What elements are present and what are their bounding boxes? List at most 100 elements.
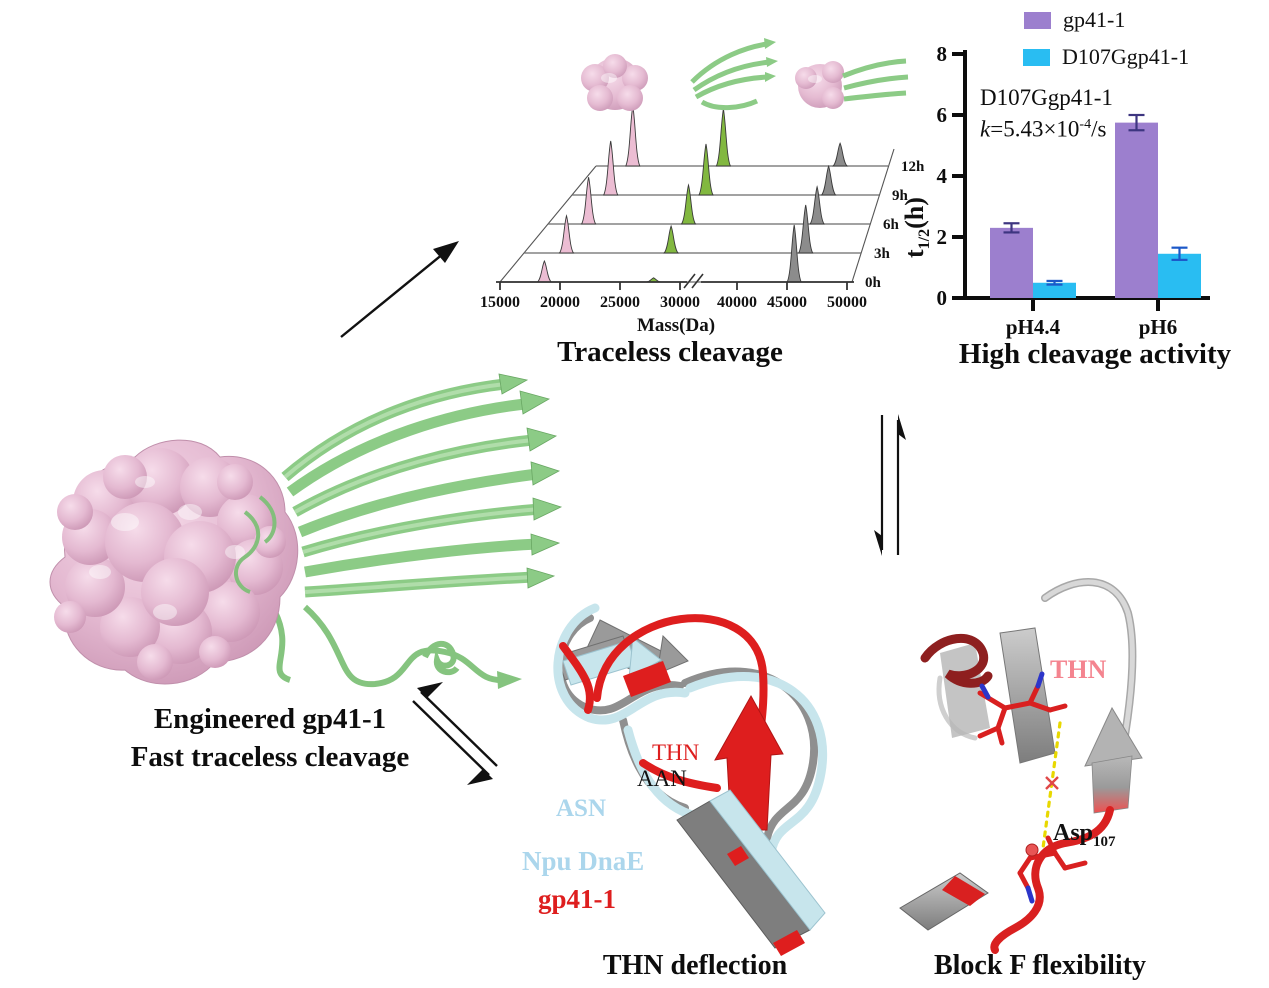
bar-gp41-1-pH6 (1115, 122, 1158, 298)
legend-label-gp41: gp41-1 (1063, 7, 1126, 32)
blue-nitrogen-tips-top (979, 671, 1045, 700)
label-aan: AAN (637, 766, 687, 791)
mass-peak (809, 185, 825, 225)
equilibrium-arrows-vertical-icon (874, 414, 906, 556)
gray-arrow-red-tip (1084, 706, 1143, 814)
mass-peak (602, 140, 619, 196)
arrow-up-right-icon (340, 241, 459, 338)
x-tick-label: 50000 (827, 294, 867, 311)
green-ribbon-mini (690, 41, 771, 110)
green-ribbon-mini (842, 58, 909, 102)
waterfall-plot: 12h 9h 6h 3h 0h 15000 20000 25000 30000 40000 4500… (480, 105, 925, 336)
mass-peak (698, 143, 714, 196)
bar-chart-plot: 0 2 4 6 8 pH4.4 pH6 (937, 42, 1210, 339)
x-tick-label: 30000 (660, 294, 700, 311)
mass-peak (680, 183, 697, 225)
complex-protein-thumbnail (795, 58, 909, 109)
pink-blob-mini (795, 61, 844, 109)
half-life-bar-chart: 0 2 4 6 8 pH4.4 pH6 (937, 42, 1210, 339)
mass-peak (558, 214, 575, 254)
thn-deflection-structure (553, 603, 827, 956)
caption-thn-deflection: THN deflection (602, 950, 788, 981)
y-tick-label: 4 (937, 164, 948, 188)
rate-annotation-line1: D107Ggp41-1 (980, 85, 1113, 110)
time-label: 0h (865, 275, 882, 291)
x-tick-label: 20000 (540, 294, 580, 311)
yellow-dashed-bond (1041, 721, 1062, 850)
label-npu-dnae: Npu DnaE (522, 846, 645, 876)
legend-row-gp41: gp41-1 (1024, 7, 1125, 33)
mass-spectra-waterfall-chart: 12h 9h 6h 3h 0h 15000 20000 25000 30000 40000 4500… (480, 105, 925, 336)
trace-9h: 9h (572, 140, 909, 204)
mass-peak (536, 259, 553, 283)
mass-peak (831, 142, 849, 167)
bar-gp41-1-pH4.4 (990, 227, 1033, 298)
caption-engineered-gp41: Engineered gp41-1 Fast traceless cleavag… (75, 700, 465, 776)
x-tick-label: 15000 (480, 294, 520, 311)
x-tick-label: pH4.4 (1006, 315, 1061, 339)
rate-annotation-line2: k=5.43×10-4/s (980, 116, 1107, 142)
caption-blockf-flexibility: Block F flexibility (933, 950, 1147, 981)
dark-red-helix (920, 633, 993, 688)
y-tick-label: 2 (937, 225, 948, 249)
pink-blob-mini (581, 54, 648, 111)
red-sticks-top (977, 683, 1068, 746)
label-asp107: Asp107 (1053, 820, 1116, 850)
diagonal-beta-ribbon (676, 789, 826, 956)
green-interface-loops (234, 495, 277, 594)
axis-break-icon (691, 273, 704, 289)
pink-protein-thumbnail (581, 54, 648, 111)
caption-engineered-line2: Fast traceless cleavage (130, 741, 410, 773)
bar-D107Ggp41-1-pH4.4 (1033, 282, 1076, 298)
mass-axis: 15000 20000 25000 30000 40000 45000 50000 Mass(… (480, 273, 867, 336)
engineered-gp41-complex-structure (49, 373, 563, 689)
mass-peak (715, 108, 732, 167)
trace-3h: 3h (524, 204, 891, 262)
lightblue-ribbon (553, 603, 827, 858)
legend-label-d107g: D107Ggp41-1 (1062, 44, 1190, 69)
y-axis-title: t1/2(h) (900, 197, 934, 258)
mass-peak (797, 204, 814, 254)
mass-peak (820, 164, 837, 196)
x-axis-title: Mass(Da) (637, 315, 715, 336)
y-tick-label: 0 (937, 286, 948, 310)
x-tick-label: 45000 (767, 294, 807, 311)
pink-surface-protein (49, 439, 299, 685)
axis-break-icon (683, 273, 696, 289)
label-thn-red: THN (652, 740, 700, 765)
time-label: 6h (883, 217, 900, 233)
caption-traceless-cleavage: Traceless cleavage (557, 336, 783, 368)
blue-nitrogen-tip-bottom (1025, 885, 1035, 904)
red-cross-mark (1045, 776, 1059, 790)
y-tick-label: 8 (937, 42, 948, 66)
x-tick-label: 40000 (717, 294, 757, 311)
x-tick-label: pH6 (1139, 315, 1178, 339)
gray-beta-strip (999, 627, 1056, 764)
label-thn-pink: THN (1050, 655, 1107, 684)
label-gp41-1: gp41-1 (538, 884, 617, 914)
x-tick-label: 25000 (600, 294, 640, 311)
time-label: 9h (892, 188, 909, 204)
trace-6h: 6h (548, 177, 900, 233)
red-backbone-tube (990, 806, 1114, 954)
legend-swatch-d107g (1023, 48, 1050, 66)
label-asn: ASN (556, 795, 607, 822)
blockf-flexibility-structure (899, 578, 1143, 954)
green-ribbon-protein (272, 373, 563, 689)
bar-D107Ggp41-1-pH6 (1158, 253, 1201, 298)
time-label: 3h (874, 246, 891, 262)
equilibrium-arrows-diagonal-icon (412, 682, 498, 785)
caption-engineered-line1: Engineered gp41-1 (153, 703, 387, 735)
y-tick-label: 6 (937, 103, 948, 127)
trace-12h: 12h (596, 105, 925, 175)
green-protein-thumbnail (690, 38, 778, 110)
mass-peak (580, 177, 597, 225)
legend-row-d107g: D107Ggp41-1 (1023, 44, 1189, 70)
red-sticks-bottom (1017, 835, 1088, 891)
mass-peak (663, 224, 680, 254)
red-oxygen-sphere (1025, 843, 1039, 857)
legend-swatch-gp41 (1024, 11, 1051, 29)
time-label: 12h (901, 159, 925, 175)
mass-peak (786, 224, 802, 283)
